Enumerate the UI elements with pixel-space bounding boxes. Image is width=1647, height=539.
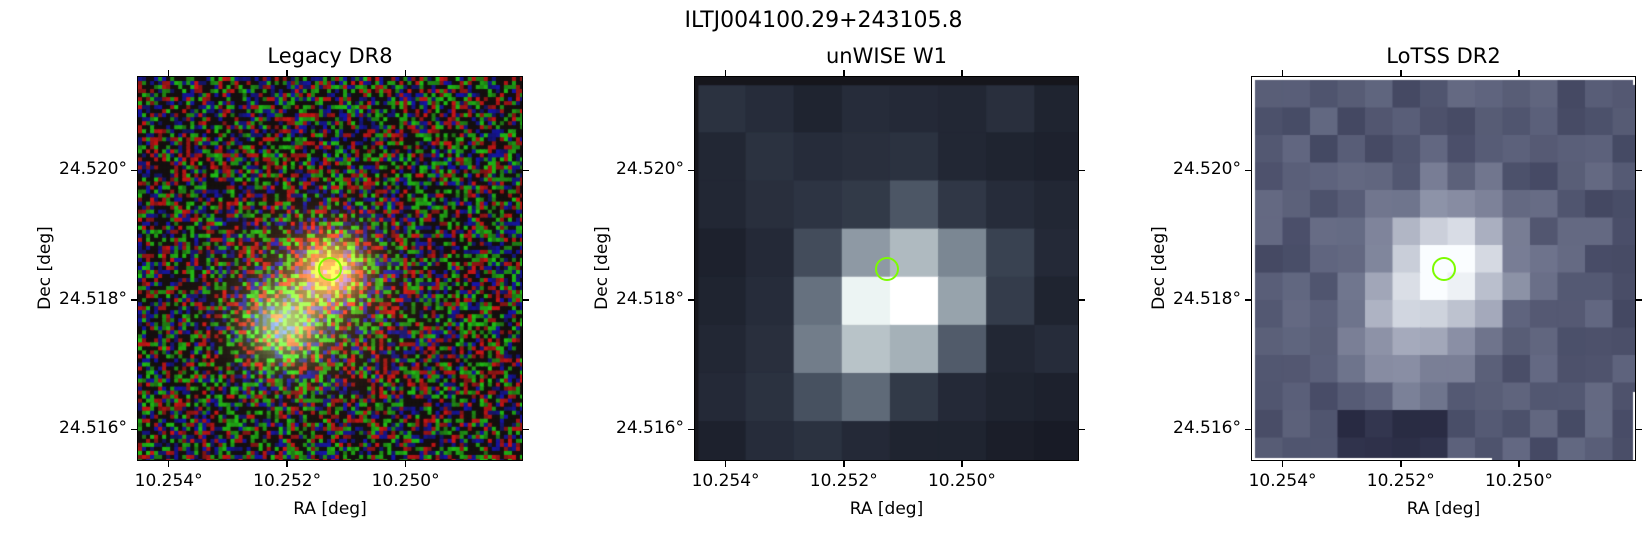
y-axis-label: Dec [deg] (35, 225, 55, 310)
figure-title: ILTJ004100.29+243105.8 (684, 8, 963, 33)
y-tick-label: 24.518° (616, 289, 684, 310)
y-tick-label: 24.520° (616, 159, 684, 180)
y-tick-label: 24.520° (1173, 159, 1241, 180)
y-tick-right (1079, 169, 1085, 172)
y-tick-left (1245, 299, 1251, 301)
y-tick-left (1245, 169, 1251, 172)
x-tick-top (167, 70, 170, 76)
x-tick-top (404, 70, 407, 76)
y-axis-label: Dec [deg] (592, 225, 612, 310)
x-tick-label: 10.250° (927, 471, 996, 491)
x-tick-top (286, 70, 288, 76)
x-tick-top (724, 70, 727, 76)
y-tick-label: 24.516° (616, 418, 684, 439)
y-tick-label: 24.520° (59, 159, 127, 180)
x-tick-label: 10.254° (1248, 471, 1317, 491)
x-tick-bottom (1281, 461, 1284, 467)
x-tick-top (961, 70, 963, 76)
y-tick-label: 24.518° (59, 289, 127, 310)
x-tick-top (1400, 70, 1402, 76)
x-tick-label: 10.252° (809, 471, 878, 491)
y-tick-left (131, 299, 137, 301)
y-tick-right (1636, 169, 1642, 172)
y-tick-left (1245, 428, 1251, 431)
y-tick-label: 24.518° (1173, 289, 1241, 310)
y-tick-right (523, 428, 529, 431)
y-tick-left (688, 169, 694, 172)
source-marker-circle (318, 256, 342, 281)
y-tick-label: 24.516° (1173, 418, 1241, 439)
panel-title-lotss: LoTSS DR2 (1386, 44, 1501, 68)
x-tick-bottom (404, 461, 407, 467)
x-tick-bottom (1518, 461, 1520, 467)
y-tick-right (1079, 299, 1085, 301)
y-tick-left (688, 428, 694, 431)
x-tick-bottom (167, 461, 170, 467)
y-axis-label: Dec [deg] (1149, 225, 1169, 310)
x-tick-label: 10.250° (1484, 471, 1553, 491)
x-axis-label: RA [deg] (849, 499, 924, 519)
x-tick-label: 10.252° (1366, 471, 1435, 491)
y-tick-left (131, 169, 137, 172)
source-marker-circle (874, 256, 899, 281)
y-tick-right (1079, 428, 1085, 431)
x-tick-bottom (1400, 461, 1402, 467)
x-tick-label: 10.254° (691, 471, 760, 491)
x-tick-bottom (843, 461, 845, 467)
x-tick-label: 10.250° (371, 471, 440, 491)
x-tick-label: 10.254° (134, 471, 203, 491)
x-tick-label: 10.252° (253, 471, 322, 491)
y-tick-left (131, 428, 137, 431)
x-tick-bottom (724, 461, 727, 467)
x-axis-label: RA [deg] (1406, 499, 1481, 519)
y-tick-right (1636, 428, 1642, 431)
x-tick-bottom (961, 461, 963, 467)
y-tick-label: 24.516° (59, 418, 127, 439)
source-marker-circle (1431, 256, 1456, 281)
x-tick-top (843, 70, 845, 76)
y-tick-left (688, 299, 694, 301)
x-axis-label: RA [deg] (293, 499, 367, 519)
y-tick-right (523, 299, 529, 301)
panel-title-unwise: unWISE W1 (826, 44, 947, 68)
x-tick-top (1518, 70, 1520, 76)
x-tick-bottom (286, 461, 288, 467)
y-tick-right (1636, 299, 1642, 301)
y-tick-right (523, 169, 529, 172)
x-tick-top (1281, 70, 1284, 76)
panel-title-legacy: Legacy DR8 (267, 44, 393, 68)
